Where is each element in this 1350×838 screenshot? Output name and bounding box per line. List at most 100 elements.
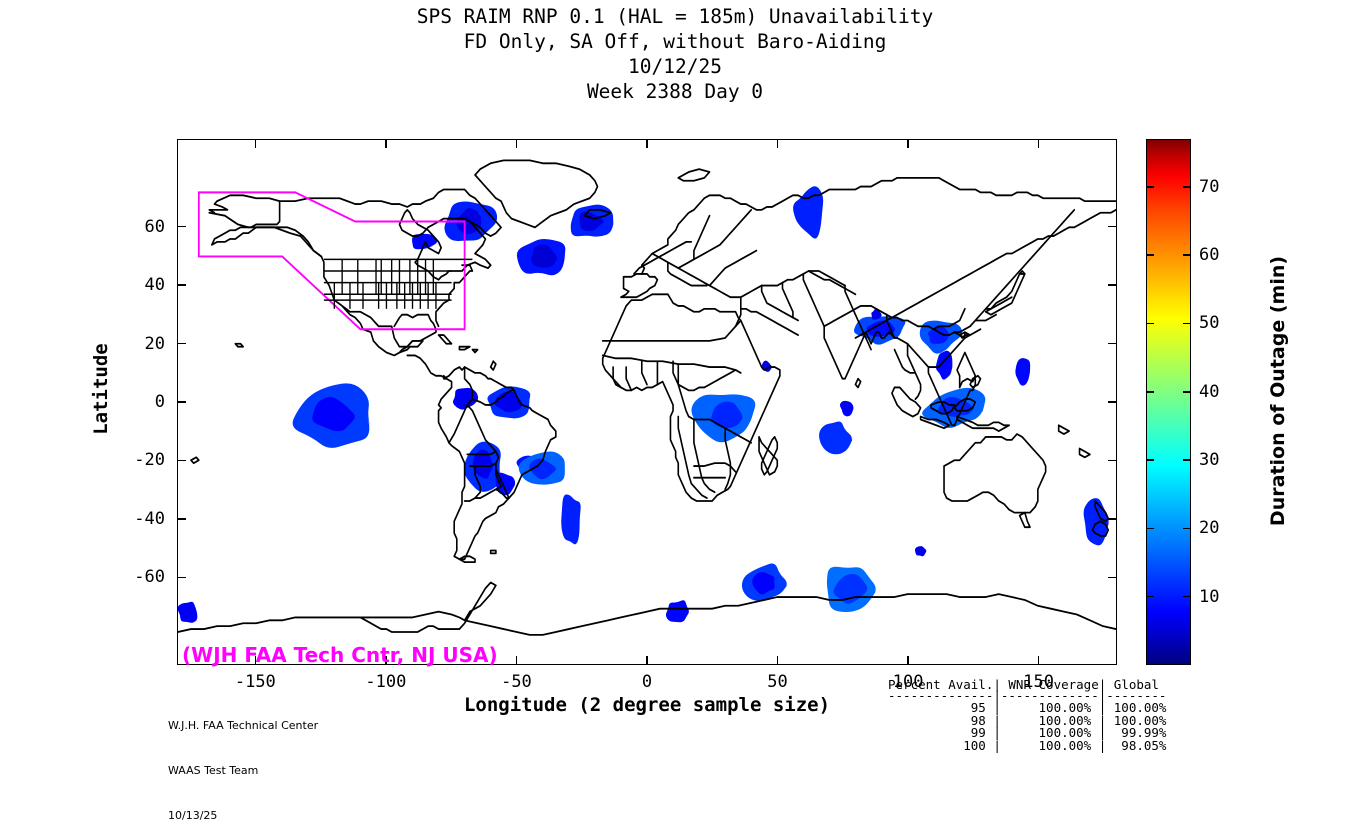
y-tick-mark [177,284,186,286]
colorbar-tick-mark [1146,390,1154,393]
colorbar-tick-mark [1146,595,1154,598]
x-tick-mark [646,139,648,148]
x-tick-mark [776,656,779,665]
chart-title-block: SPS RAIM RNP 0.1 (HAL = 185m) Unavailabi… [0,4,1350,104]
outage-region-core [711,401,744,429]
x-tick-label: -50 [501,672,532,692]
colorbar-tick-label: 60 [1199,245,1220,266]
colorbar-tick-mark [1146,186,1154,188]
colorbar-tick-mark [1183,527,1191,530]
x-tick-mark [1037,139,1040,148]
coastline-layer [178,159,1116,636]
colorbar-tick-label: 70 [1199,176,1220,197]
us-state-boundaries-layer [323,258,473,309]
stats-table-row: 100 | 100.00% | 98.05% [888,737,1167,753]
colorbar-tick-mark [1183,459,1191,461]
colorbar-tick-mark [1183,254,1191,256]
statistics-table: Percent Avail.| WNR Coverage| Global ----… [888,677,1167,753]
outage-region [914,546,927,557]
stats-table-row: 95 | 100.00% | 100.00% [888,700,1167,715]
y-tick-label: 20 [144,333,165,354]
colorbar-tick-label: 40 [1199,381,1220,402]
outage-region [793,186,824,239]
y-tick-label: 60 [144,216,165,237]
watermark-label: (WJH FAA Tech Cntr, NJ USA) [182,643,498,667]
x-tick-mark [907,656,909,665]
title-line-4: Week 2388 Day 0 [586,80,764,103]
world-map-plot [177,139,1117,665]
colorbar-title-text: Duration of Outage (min) [1267,255,1289,527]
y-tick-mark [177,518,186,520]
colorbar-tick-label: 30 [1199,450,1220,471]
colorbar-tick-mark [1183,595,1191,598]
x-tick-mark [515,139,518,148]
outage-region [665,600,690,623]
credit-line-1: W.J.H. FAA Technical Center [168,719,319,732]
colorbar [1146,139,1191,665]
x-tick-mark [646,656,648,665]
y-axis-title-text: Latitude [90,343,112,435]
y-tick-mark [1108,342,1117,345]
y-axis-title: Latitude [88,300,114,480]
x-tick-mark [907,139,909,148]
outage-region [1015,358,1031,386]
x-tick-label: -150 [234,672,276,692]
outage-region [178,601,198,623]
y-tick-label: -60 [134,567,165,588]
x-tick-mark [515,656,518,665]
title-line-1: SPS RAIM RNP 0.1 (HAL = 185m) Unavailabi… [416,5,934,28]
outage-region-core [312,397,357,432]
y-tick-mark [1108,576,1117,579]
stats-table-row: 99 | 100.00% | 99.99% [888,725,1167,740]
colorbar-tick-label: 50 [1199,313,1220,334]
x-tick-mark [1037,656,1040,665]
outage-region-core [752,571,775,595]
colorbar-tick-mark [1183,390,1191,393]
outage-region-core [472,449,494,479]
x-tick-label: 150 [1023,672,1055,692]
outage-region-core [530,244,558,268]
colorbar-gradient [1146,139,1191,665]
stats-table-row: 98 | 100.00% | 100.00% [888,712,1167,728]
y-tick-label: -20 [134,450,165,471]
colorbar-tick-mark [1183,186,1191,188]
y-tick-mark [1108,225,1117,228]
colorbar-title: Duration of Outage (min) [1252,250,1289,530]
outage-region [935,350,953,380]
y-tick-label: 40 [144,275,165,296]
y-tick-mark [177,401,186,403]
y-tick-mark [1108,401,1117,403]
x-tick-mark [254,656,257,665]
stats-table-header: Percent Avail.| WNR Coverage| Global [888,677,1159,692]
colorbar-tick-mark [1146,322,1154,325]
y-tick-mark [177,225,186,228]
credit-line-2: WAAS Test Team [168,764,259,777]
map-canvas [178,159,1116,636]
x-tick-mark [385,656,387,665]
outage-region [819,421,854,455]
y-tick-mark [1108,459,1117,462]
x-tick-label: -100 [365,672,407,692]
title-line-3: 10/12/25 [628,55,722,78]
x-tick-mark [385,139,387,148]
colorbar-tick-mark [1146,254,1154,256]
credit-line-3: 10/13/25 [168,809,218,822]
x-tick-mark [776,139,779,148]
y-tick-label: -40 [134,508,165,529]
colorbar-tick-label: 10 [1199,586,1220,607]
outage-region [561,494,581,545]
y-tick-label: 0 [154,392,165,412]
y-tick-mark [177,342,186,345]
y-tick-mark [177,576,186,579]
outage-region-core [529,458,558,480]
y-tick-mark [1108,284,1117,286]
y-tick-mark [1108,518,1117,520]
credit-block: W.J.H. FAA Technical Center WAAS Test Te… [168,688,318,838]
outage-regions-layer [178,186,1110,623]
x-tick-label: 0 [641,672,653,692]
waas-service-volume-polygon [197,191,466,331]
colorbar-tick-label: 20 [1199,518,1220,539]
outage-region [839,400,854,417]
colorbar-tick-mark [1146,459,1154,461]
stats-table-rule: --------------|-------------|-------- [888,687,1167,703]
